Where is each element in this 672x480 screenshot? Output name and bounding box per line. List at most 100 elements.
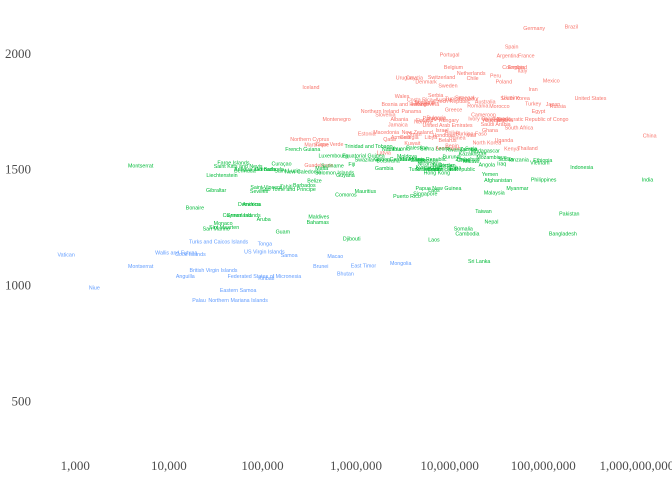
data-point-label: India xyxy=(642,178,654,184)
data-point-label: Ivory Coast xyxy=(468,117,495,123)
data-point-label: Spain xyxy=(505,44,519,50)
data-point-label: Saint Lucia xyxy=(274,168,300,174)
data-point-label: Macedonia xyxy=(373,130,399,136)
data-point-label: Laos xyxy=(428,238,440,244)
data-point-label: Anguilla xyxy=(176,274,195,280)
data-point-label: Benin xyxy=(445,144,459,150)
data-point-label: Switzerland xyxy=(428,75,455,81)
data-point-label: Dominican Republic xyxy=(428,167,475,173)
x-tick-label: 1,000,000 xyxy=(330,458,382,473)
data-point-label: Russia xyxy=(550,104,566,110)
data-point-label: Antigua and Barbuda xyxy=(234,167,284,173)
data-point-label: Uganda xyxy=(495,138,514,144)
data-point-label: Angola xyxy=(479,163,496,169)
x-tick-label: 10,000,000 xyxy=(420,458,479,473)
data-point-label: Argentina xyxy=(497,54,520,60)
data-point-label: Laos xyxy=(428,188,440,194)
data-point-label: Lithuania xyxy=(389,146,411,152)
data-point-label: Montenegro xyxy=(322,117,350,123)
data-point-label: Tonga xyxy=(258,241,272,247)
data-point-label: Kyrgyzstan xyxy=(416,165,442,171)
data-point-label: Suriname xyxy=(321,164,344,170)
data-point-label: Malawi xyxy=(463,159,479,165)
data-point-label: Palestine xyxy=(406,146,428,152)
data-point-label: Madagascar xyxy=(471,149,500,155)
data-point-label: Central African Republic xyxy=(390,157,447,163)
data-point-label: South Africa xyxy=(505,125,534,131)
data-point-label: Taiwan xyxy=(475,209,492,215)
data-point-label: Canada xyxy=(492,117,511,123)
data-point-label: Turkmenistan xyxy=(409,167,441,173)
data-point-label: Japan xyxy=(546,102,560,108)
data-point-label: Senegal xyxy=(455,95,474,101)
data-point-label: Peru xyxy=(490,73,501,79)
data-point-label: Guyana xyxy=(336,173,355,179)
data-point-label: Thailand xyxy=(517,146,537,152)
data-point-label: Bhutan xyxy=(337,272,354,278)
data-point-label: Greenland xyxy=(226,213,251,219)
data-point-label: Montserrat xyxy=(128,264,154,270)
data-point-label: Sudan xyxy=(498,157,513,163)
data-point-label: Ukraine xyxy=(502,95,520,101)
data-point-label: Niue xyxy=(89,285,100,291)
data-point-label: South Korea xyxy=(500,96,530,102)
data-point-label: Gambia xyxy=(375,166,394,172)
data-point-label: Myanmar xyxy=(506,186,528,192)
data-point-label: Uruguay xyxy=(396,76,416,82)
data-point-label: Brunei xyxy=(313,264,328,270)
data-point-label: Puerto Rico xyxy=(393,194,421,200)
data-point-label: Martinique xyxy=(304,142,329,148)
data-point-label: Sao Tome and Principe xyxy=(261,187,316,193)
data-point-label: Latvia xyxy=(377,151,391,157)
data-point-label: Singapore xyxy=(413,192,437,198)
data-point-label: Wallis and Futuna xyxy=(155,251,197,257)
data-point-label: Cuba xyxy=(449,165,462,171)
data-point-label: Democratic Republic of Congo xyxy=(497,117,569,123)
data-point-label: Moldova xyxy=(397,154,417,160)
data-point-label: Kuwait xyxy=(404,141,420,147)
data-point-label: Guinea xyxy=(448,136,465,142)
data-point-label: Ecuador xyxy=(459,97,479,103)
data-point-label: Ireland xyxy=(411,102,427,108)
data-point-label: Turkey xyxy=(525,102,541,108)
data-point-label: Liechtenstein xyxy=(206,173,237,179)
y-axis: 500 1000 1500 2000 xyxy=(5,46,31,409)
data-point-label: Zambia xyxy=(460,147,478,153)
data-point-label: Scotland xyxy=(414,100,435,106)
data-point-label: North Korea xyxy=(473,141,502,147)
data-point-label: Serbia xyxy=(428,93,443,99)
data-point-label: Grenada xyxy=(255,167,276,173)
data-point-label: Malta xyxy=(315,166,328,172)
data-point-label: United States xyxy=(575,96,607,102)
data-point-label: Syria xyxy=(465,146,477,152)
data-point-label: Israel xyxy=(436,128,449,134)
data-point-label: Solomon Islands xyxy=(315,171,355,177)
data-point-label: Egypt xyxy=(532,109,546,115)
data-point-label: Northern Mariana Islands xyxy=(208,298,268,304)
data-point-label: Somalia xyxy=(454,226,473,232)
data-point-label: Vietnam xyxy=(530,160,550,166)
data-point-label: Colombia xyxy=(502,65,524,71)
data-point-label: Mali xyxy=(466,133,476,139)
data-point-label: Bangladesh xyxy=(549,232,577,238)
data-point-label: Costa Rica xyxy=(407,98,433,104)
data-point-label: Honduras xyxy=(432,133,455,139)
data-point-label: Qatar xyxy=(383,137,396,143)
data-point-label: British Virgin Islands xyxy=(190,268,238,274)
data-point-label: Swaziland xyxy=(355,157,379,163)
data-point-label: Saint Kitts and Nevis xyxy=(214,164,263,170)
data-point-label: Curaçao xyxy=(272,161,292,167)
data-point-label: Wales xyxy=(395,94,410,100)
data-point-label: Morocco xyxy=(489,104,509,110)
data-point-label: Chile xyxy=(467,76,479,82)
data-point-label: Andorra xyxy=(242,202,261,208)
data-point-label: Hong Kong xyxy=(424,171,451,177)
data-point-label: Philippines xyxy=(531,178,557,184)
data-point-label: France xyxy=(518,54,535,60)
x-tick-label: 1,000,000,000 xyxy=(599,458,672,473)
data-point-label: Namibia xyxy=(382,147,401,153)
data-point-label: Chad xyxy=(457,158,470,164)
data-point-label: Slovenia xyxy=(375,113,395,119)
y-tick-label: 500 xyxy=(12,394,32,409)
data-point-label: Bermuda xyxy=(234,168,256,174)
